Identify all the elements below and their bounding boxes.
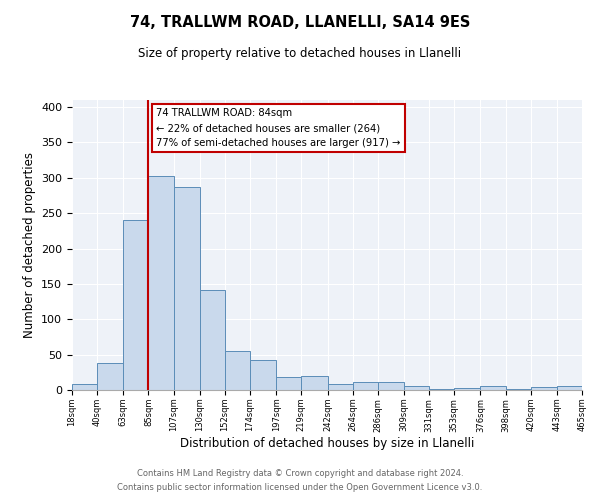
Bar [225,351,250,390]
Bar [454,388,481,390]
Bar [200,290,225,390]
Bar [301,376,328,390]
Bar [557,386,582,390]
Bar [148,176,173,390]
Bar [72,384,97,390]
X-axis label: Distribution of detached houses by size in Llanelli: Distribution of detached houses by size … [180,437,474,450]
Y-axis label: Number of detached properties: Number of detached properties [23,152,35,338]
Bar [173,187,200,390]
Bar [481,386,506,390]
Text: Size of property relative to detached houses in Llanelli: Size of property relative to detached ho… [139,48,461,60]
Bar [124,220,148,390]
Bar [250,360,276,390]
Bar [328,384,353,390]
Bar [97,363,124,390]
Bar [378,382,404,390]
Bar [353,382,378,390]
Bar [530,387,557,390]
Text: 74 TRALLWM ROAD: 84sqm
← 22% of detached houses are smaller (264)
77% of semi-de: 74 TRALLWM ROAD: 84sqm ← 22% of detached… [157,108,401,148]
Bar [404,386,429,390]
Text: 74, TRALLWM ROAD, LLANELLI, SA14 9ES: 74, TRALLWM ROAD, LLANELLI, SA14 9ES [130,15,470,30]
Text: Contains public sector information licensed under the Open Government Licence v3: Contains public sector information licen… [118,484,482,492]
Bar [276,376,301,390]
Bar [429,388,454,390]
Text: Contains HM Land Registry data © Crown copyright and database right 2024.: Contains HM Land Registry data © Crown c… [137,468,463,477]
